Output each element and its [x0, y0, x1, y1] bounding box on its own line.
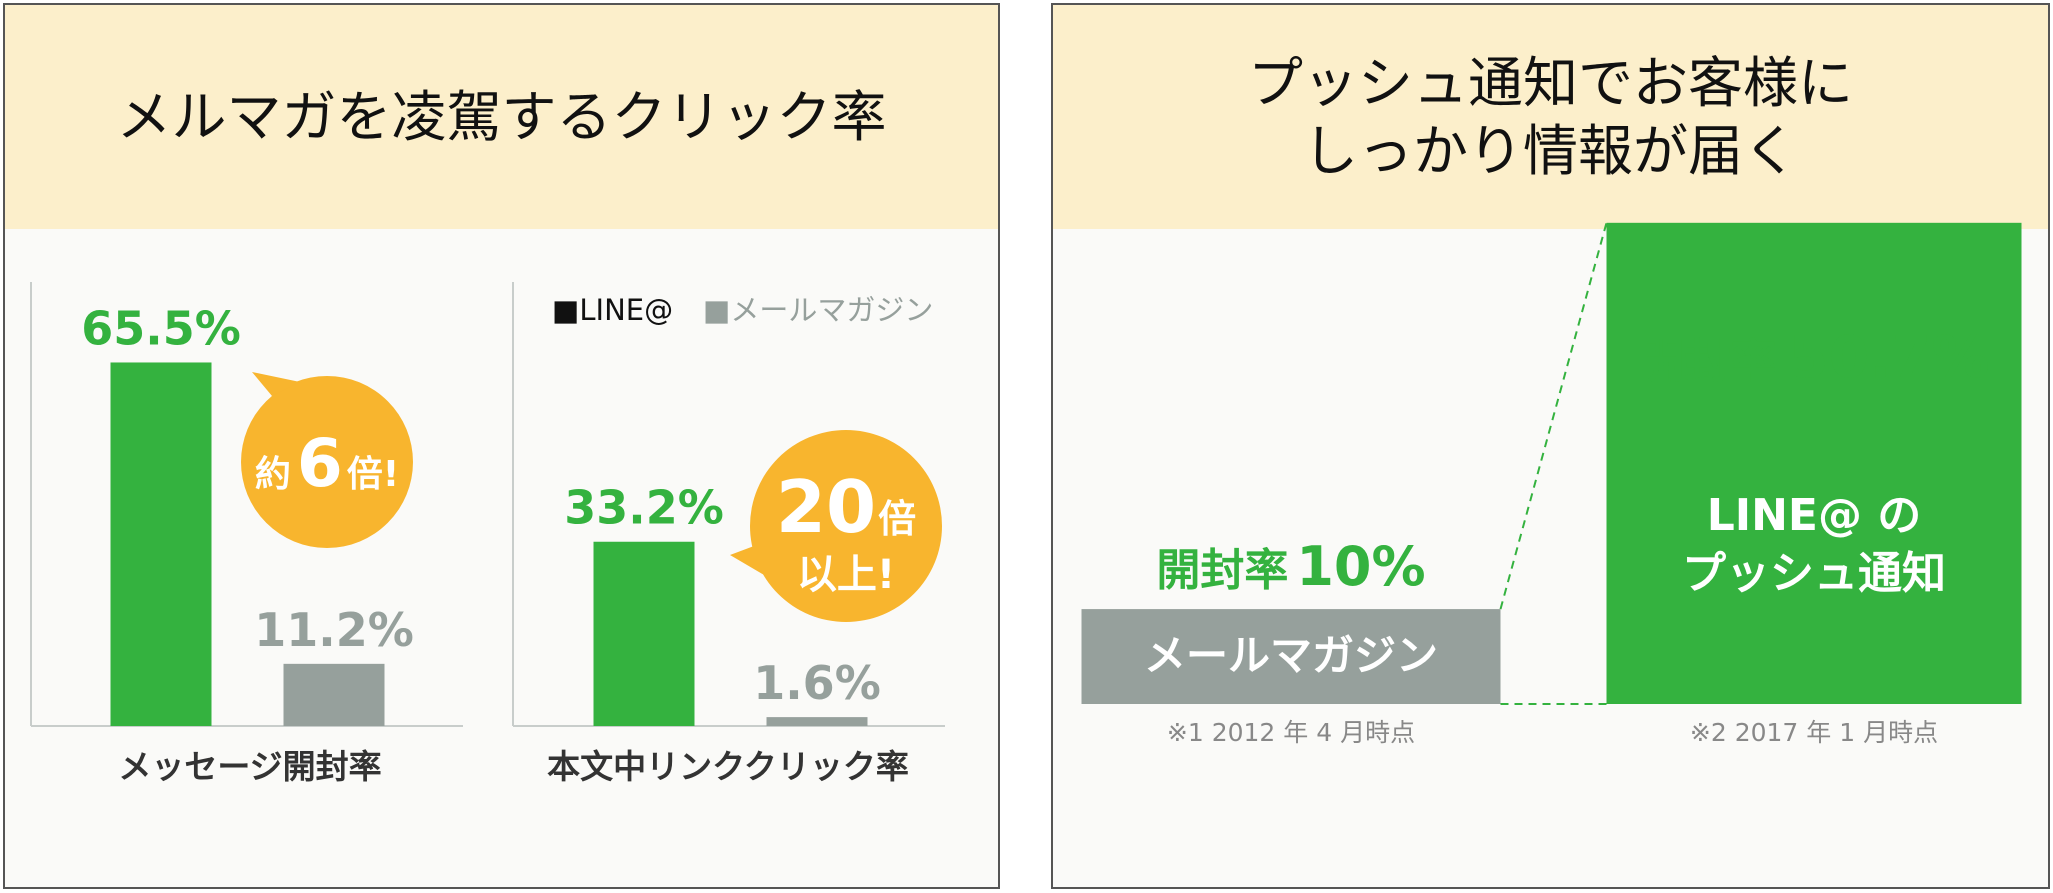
- bar-line-click-rate: [593, 541, 695, 726]
- right-panel-header: プッシュ通知でお客様に しっかり情報が届く: [1053, 5, 2048, 229]
- bar-mail-open-rate: [283, 663, 385, 726]
- bar-line-push: [1606, 222, 2022, 704]
- badge2-pointer: [730, 540, 776, 582]
- badge1-circle: [241, 376, 413, 548]
- note-mail-magazine: ※1 2012 年 4 月時点: [1167, 718, 1415, 747]
- bar-text-line-push-2: プッシュ通知: [1682, 548, 1946, 599]
- bar-mail-click-rate: [766, 717, 868, 726]
- bar-text-line-push-1: LINE@ の: [1707, 490, 1922, 541]
- badge-about-6-times: 約6 倍!: [241, 372, 413, 548]
- legend-mail: ■メールマガジン: [703, 293, 933, 327]
- value-label-mail-magazine: 開封率 10%: [1156, 535, 1425, 598]
- badge2-circle: [750, 430, 942, 622]
- bar-mail-magazine: [1081, 609, 1501, 704]
- value-label-mail-click-rate: 1.6%: [753, 656, 881, 710]
- left-panel-title: メルマガを凌駕するクリック率: [116, 85, 887, 149]
- bar-text-mail-magazine: メールマガジン: [1144, 631, 1438, 680]
- value-label-line-push: 開封率 50.7%: [1638, 323, 1989, 391]
- value-label-mail-open-rate: 11.2%: [254, 603, 414, 657]
- value-label-line-click-rate: 33.2%: [564, 481, 724, 535]
- bar-line-open-rate: [110, 362, 212, 726]
- value-label-line-open-rate: 65.5%: [81, 301, 241, 355]
- chart-link-click-rate: 33.2% 1.6% 本文中リンククリック率 ■LINE@ ■メールマガジン 2…: [512, 282, 945, 786]
- chart-push-notification: 開封率 10% 開封率 50.7% メールマガジン LINE@ の プッシュ通知 ※…: [1081, 222, 2022, 747]
- guide-line-top: [1499, 222, 1608, 610]
- badge-20-times: 20倍 以上!: [730, 430, 942, 622]
- badge2-line1: 20倍: [776, 465, 916, 549]
- right-panel-title: プッシュ通知でお客様に しっかり情報が届く: [1247, 51, 1853, 183]
- badge1-text: 約6 倍!: [255, 425, 399, 502]
- note-line-push: ※2 2017 年 1 月時点: [1690, 718, 1938, 747]
- category-label-link-click-rate: 本文中リンククリック率: [547, 747, 909, 786]
- category-label-message-open-rate: メッセージ開封率: [118, 747, 381, 786]
- legend-line: ■LINE@: [552, 293, 673, 327]
- badge1-pointer: [252, 372, 300, 396]
- chart-message-open-rate: 65.5% 11.2% メッセージ開封率 約6 倍!: [30, 282, 463, 786]
- badge2-line2: 以上!: [797, 552, 895, 598]
- left-panel-header: メルマガを凌駕するクリック率: [5, 5, 998, 229]
